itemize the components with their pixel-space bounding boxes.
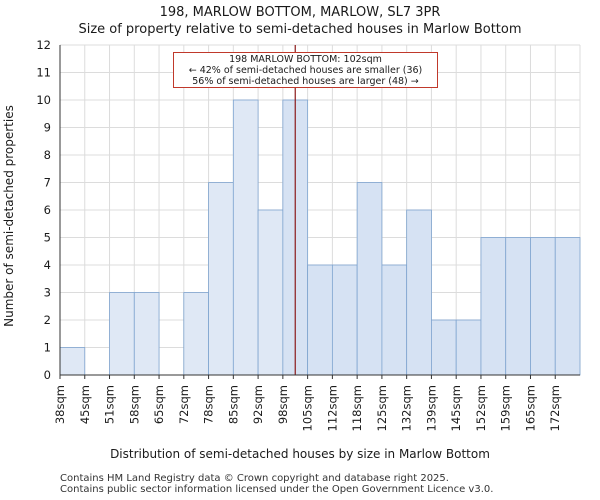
footer-line-1: Contains HM Land Registry data © Crown c… xyxy=(60,473,449,484)
y-tick-label: 8 xyxy=(44,148,51,162)
property-annotation: 198 MARLOW BOTTOM: 102sqm ← 42% of semi-… xyxy=(173,52,438,88)
x-tick-label-132sqm: 132sqm xyxy=(400,385,414,431)
footer-line-2: Contains public sector information licen… xyxy=(60,484,494,495)
y-tick-label: 4 xyxy=(44,258,51,272)
x-tick-label-72sqm: 72sqm xyxy=(177,385,191,424)
y-axis-label: Number of semi-detached properties xyxy=(2,105,16,327)
bar-172sqm xyxy=(554,237,581,376)
x-tick-label-105sqm: 105sqm xyxy=(301,385,315,431)
y-tick-label: 6 xyxy=(44,203,51,217)
bar-72sqm xyxy=(183,292,209,376)
bar-38sqm xyxy=(59,347,86,376)
x-tick-label-38sqm: 38sqm xyxy=(53,385,67,424)
x-tick-label-92sqm: 92sqm xyxy=(251,385,265,424)
bar-85sqm xyxy=(232,99,259,376)
bar-165sqm xyxy=(530,237,556,376)
x-tick-label-125sqm: 125sqm xyxy=(375,385,389,431)
x-tick-label-118sqm: 118sqm xyxy=(350,385,364,431)
x-tick-label-58sqm: 58sqm xyxy=(127,385,141,424)
y-tick-label: 1 xyxy=(44,341,51,355)
chart-title: 198, MARLOW BOTTOM, MARLOW, SL7 3PR xyxy=(160,5,441,20)
y-tick-label: 10 xyxy=(36,93,51,107)
x-tick-label-85sqm: 85sqm xyxy=(226,385,240,424)
bar-51sqm xyxy=(109,292,135,376)
bar-58sqm xyxy=(133,292,160,376)
x-tick-label-65sqm: 65sqm xyxy=(152,385,166,424)
y-tick-label: 7 xyxy=(44,176,51,190)
bar-78sqm xyxy=(208,182,234,376)
x-tick-label-172sqm: 172sqm xyxy=(548,385,562,431)
y-tick-label: 0 xyxy=(44,368,51,382)
annotation-line-3: 56% of semi-detached houses are larger (… xyxy=(192,76,419,87)
bar-105sqm xyxy=(307,264,333,376)
x-tick-label-98sqm: 98sqm xyxy=(276,385,290,424)
bar-125sqm xyxy=(381,264,408,376)
bar-159sqm xyxy=(505,237,531,376)
bar-132sqm xyxy=(406,209,432,376)
x-tick-labels: 38sqm 45sqm 51sqm 58sqm 65sqm 72sqm 78sqm 85sqm… xyxy=(53,385,562,431)
x-tick-label-152sqm: 152sqm xyxy=(474,385,488,431)
y-tick-label: 2 xyxy=(44,313,51,327)
y-tick-label: 3 xyxy=(44,286,51,300)
x-axis-label: Distribution of semi-detached houses by … xyxy=(110,447,490,461)
x-tick-label-139sqm: 139sqm xyxy=(424,385,438,431)
bar-118sqm xyxy=(356,182,383,376)
x-tick-label-51sqm: 51sqm xyxy=(103,385,117,424)
x-tick-label-45sqm: 45sqm xyxy=(78,385,92,424)
x-tick-label-159sqm: 159sqm xyxy=(499,385,513,431)
y-tick-label: 5 xyxy=(44,231,51,245)
annotation-line-1: 198 MARLOW BOTTOM: 102sqm xyxy=(229,54,382,65)
y-tick-label: 12 xyxy=(36,38,51,52)
y-tick-label: 11 xyxy=(36,66,51,80)
bar-145sqm xyxy=(455,319,482,376)
x-tick-label-112sqm: 112sqm xyxy=(325,385,339,431)
bar-139sqm xyxy=(431,319,457,376)
x-tick-label-145sqm: 145sqm xyxy=(449,385,463,431)
axes xyxy=(59,45,580,379)
chart-subtitle: Size of property relative to semi-detach… xyxy=(78,22,521,37)
annotation-line-2: ← 42% of semi-detached houses are smalle… xyxy=(188,65,423,76)
x-tick-label-78sqm: 78sqm xyxy=(202,385,216,424)
bar-92sqm xyxy=(257,209,284,376)
y-tick-label: 9 xyxy=(44,121,51,135)
x-tick-label-165sqm: 165sqm xyxy=(523,385,537,431)
bar-152sqm xyxy=(480,237,507,376)
bar-112sqm xyxy=(331,264,358,376)
